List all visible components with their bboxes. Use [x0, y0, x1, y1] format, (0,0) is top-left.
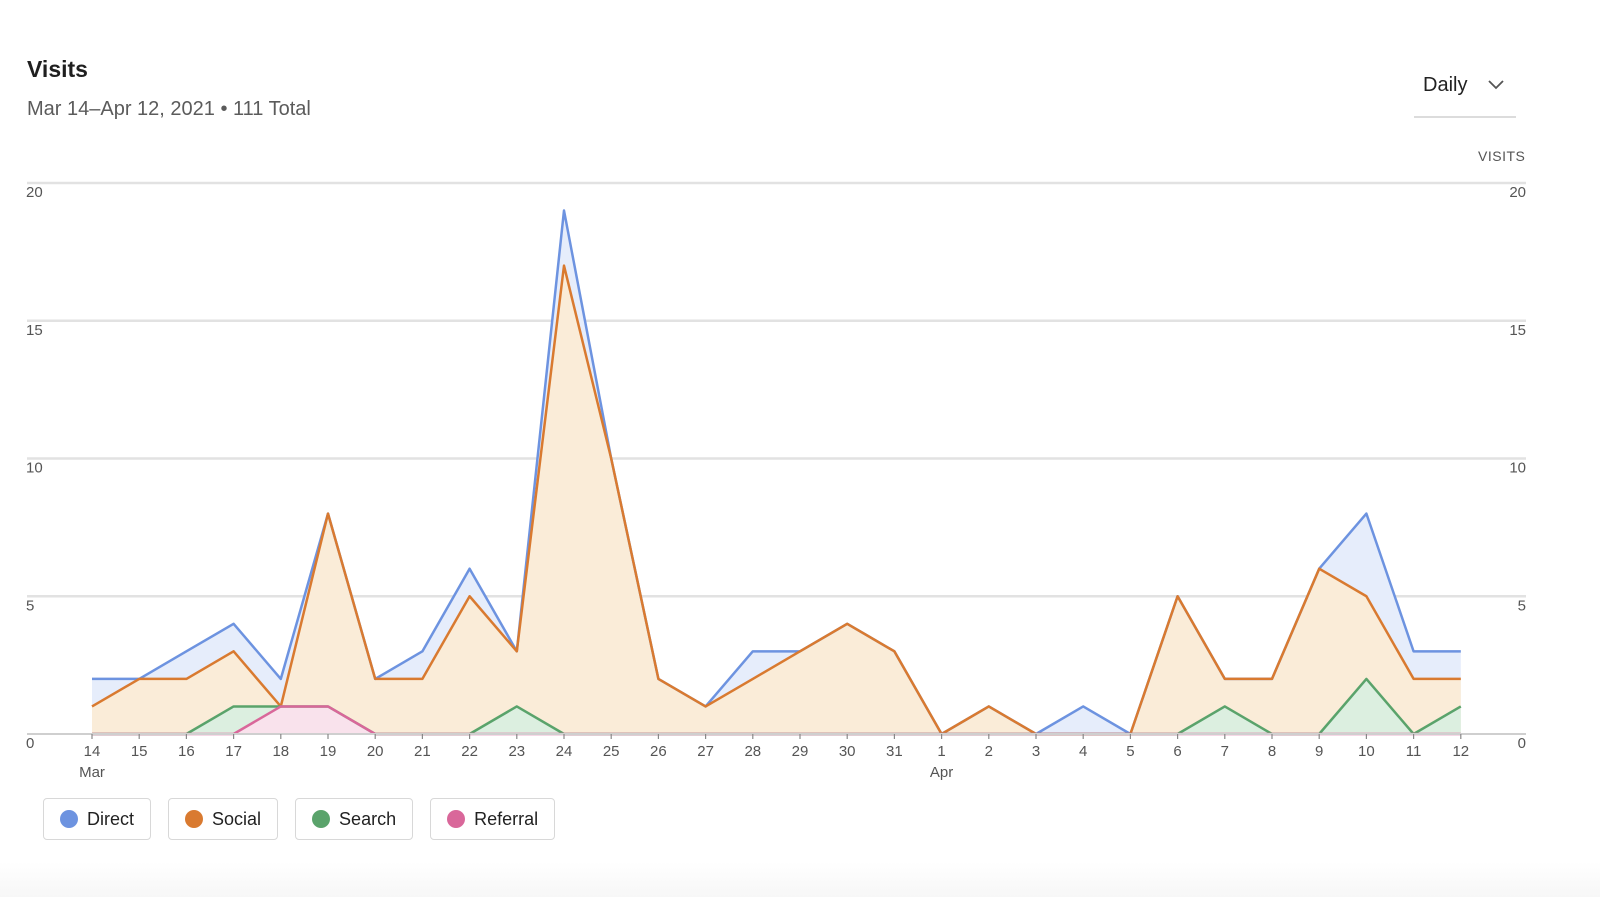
x-tick-label: 8	[1268, 743, 1276, 760]
x-tick-label: 11	[1406, 743, 1422, 760]
y-tick-right-0: 0	[1518, 735, 1526, 752]
period-dropdown[interactable]: Daily	[1414, 64, 1516, 118]
grid-layer	[27, 181, 1526, 598]
y-tick-left-0: 0	[26, 735, 34, 752]
period-dropdown-value: Daily	[1423, 74, 1468, 96]
legend-item-search[interactable]: Search	[295, 798, 414, 840]
y-tick-right-5: 5	[1518, 597, 1526, 614]
legend-item-social[interactable]: Social	[168, 798, 279, 840]
x-tick-label: 31	[886, 743, 903, 760]
y-tick-left-15: 15	[26, 322, 43, 339]
x-tick-label: 20	[367, 743, 384, 760]
x-tick-label: 10	[1358, 743, 1375, 760]
chart-title: Visits	[27, 56, 88, 82]
x-tick-label: 26	[650, 743, 667, 760]
area-social	[92, 265, 1461, 734]
x-tick-label: 2	[985, 743, 993, 760]
x-tick-label: 3	[1032, 743, 1040, 760]
x-tick-label: 27	[697, 743, 714, 760]
chart-legend: Direct Social Search Referral	[43, 798, 556, 840]
y-tick-left-5: 5	[26, 597, 34, 614]
y-tick-left-10: 10	[26, 460, 43, 477]
x-tick-label: 22	[461, 743, 478, 760]
chevron-down-icon	[1488, 80, 1504, 90]
legend-label-referral: Referral	[474, 808, 539, 829]
legend-dot-search	[312, 810, 331, 828]
x-tick-label: 14	[84, 743, 101, 760]
x-tick-label: 12	[1452, 743, 1469, 760]
x-tick-label: 24	[556, 743, 573, 760]
x-tick-label: 19	[320, 743, 337, 760]
legend-label-social: Social	[212, 808, 262, 829]
x-tick-label: 21	[414, 743, 431, 760]
x-tick-label: 28	[744, 743, 761, 760]
y-axis-unit-label: VISITS	[1478, 148, 1526, 164]
x-tick-label: 17	[225, 743, 242, 760]
y-tick-right-15: 15	[1509, 322, 1526, 339]
legend-dot-social	[185, 810, 204, 828]
y-tick-left-20: 20	[26, 184, 43, 201]
x-tick-label: 4	[1079, 743, 1087, 760]
x-tick-label: 9	[1315, 743, 1323, 760]
y-tick-right-10: 10	[1509, 460, 1526, 477]
y-tick-right-20: 20	[1509, 184, 1526, 201]
x-tick-label: 18	[272, 743, 289, 760]
x-tick-label: 15	[131, 743, 148, 760]
x-tick-label: 23	[508, 743, 525, 760]
x-month-label: Apr	[930, 764, 953, 781]
legend-label-search: Search	[339, 808, 397, 829]
x-tick-label: 30	[839, 743, 856, 760]
x-tick-label: 5	[1126, 743, 1134, 760]
legend-label-direct: Direct	[87, 808, 135, 829]
legend-dot-referral	[447, 810, 466, 828]
x-tick-label: 7	[1221, 743, 1229, 760]
chart-subtitle: Mar 14–Apr 12, 2021 • 111 Total	[27, 98, 311, 120]
legend-item-referral[interactable]: Referral	[430, 798, 556, 840]
legend-dot-direct	[60, 810, 78, 828]
legend-item-direct[interactable]: Direct	[43, 798, 152, 840]
x-month-label: Mar	[79, 764, 105, 781]
x-tick-label: 29	[792, 743, 809, 760]
x-tick-label: 25	[603, 743, 620, 760]
area-layer	[92, 210, 1461, 735]
x-tick-label: 6	[1173, 743, 1181, 760]
x-tick-label: 16	[178, 743, 195, 760]
page-bottom-fade	[0, 862, 1600, 897]
line-social	[91, 264, 1461, 736]
x-tick-label: 1	[937, 743, 945, 760]
